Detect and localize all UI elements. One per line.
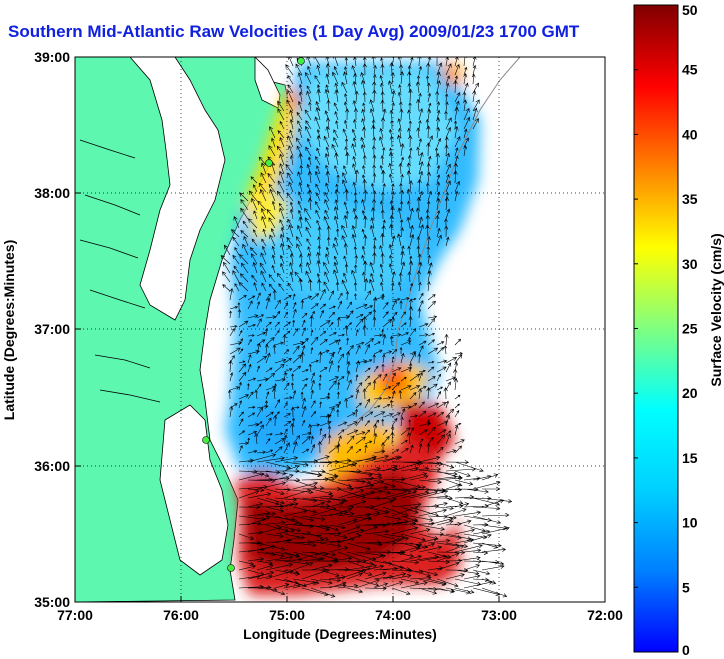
colorbar-tick-label: 35 bbox=[682, 191, 698, 207]
x-tick-label: 75:00 bbox=[269, 607, 305, 623]
radar-site-marker bbox=[265, 159, 273, 167]
colorbar-tick-label: 10 bbox=[682, 515, 698, 531]
map-layers bbox=[75, 57, 521, 602]
y-tick-label: 38:00 bbox=[34, 185, 70, 201]
y-tick-label: 39:00 bbox=[34, 49, 70, 65]
colorbar-ticks: 0 5 10 15 20 25 30 35 40 45 50 bbox=[634, 2, 698, 658]
colorbar-tick-label: 0 bbox=[682, 642, 690, 658]
colorbar-tick-label: 20 bbox=[682, 385, 698, 401]
delaware-bay bbox=[254, 57, 281, 109]
radar-site-marker bbox=[202, 436, 210, 444]
velocity-arrow-set bbox=[220, 57, 513, 598]
colorbar-label: Surface Velocity (cm/s) bbox=[708, 233, 724, 386]
tick-marks bbox=[75, 192, 500, 602]
colorbar-tick-label: 5 bbox=[682, 579, 690, 595]
radar-site-marker bbox=[297, 57, 305, 65]
colorbar bbox=[633, 4, 679, 653]
colorbar-tick-label: 15 bbox=[682, 450, 698, 466]
y-tick-label: 37:00 bbox=[34, 321, 70, 337]
river-lines bbox=[79, 139, 161, 403]
colorbar-tick-label: 25 bbox=[682, 321, 698, 337]
y-axis-label: Latitude (Degrees:Minutes) bbox=[1, 240, 17, 420]
chesapeake-bay bbox=[129, 57, 226, 321]
velocity-arrows bbox=[220, 57, 513, 598]
x-axis-label: Longitude (Degrees:Minutes) bbox=[243, 626, 437, 642]
x-tick-label: 77:00 bbox=[57, 607, 93, 623]
y-tick-label: 36:00 bbox=[34, 458, 70, 474]
y-tick-label: 35:00 bbox=[34, 594, 70, 610]
map-title: Southern Mid-Atlantic Raw Velocities (1 … bbox=[8, 22, 580, 41]
pamlico-sound bbox=[159, 404, 229, 576]
x-tick-label: 73:00 bbox=[481, 607, 517, 623]
colorbar-tick-label: 50 bbox=[682, 2, 698, 18]
colorbar-tick-label: 45 bbox=[682, 62, 698, 78]
colorbar-tick-label: 40 bbox=[682, 126, 698, 142]
x-tick-label: 74:00 bbox=[375, 607, 411, 623]
shelf-contour bbox=[344, 57, 521, 431]
grid-lines bbox=[75, 57, 605, 602]
x-tick-label: 72:00 bbox=[587, 607, 623, 623]
radar-site-marker bbox=[227, 564, 235, 572]
x-tick-label: 76:00 bbox=[163, 607, 199, 623]
colorbar-tick-label: 30 bbox=[682, 256, 698, 272]
